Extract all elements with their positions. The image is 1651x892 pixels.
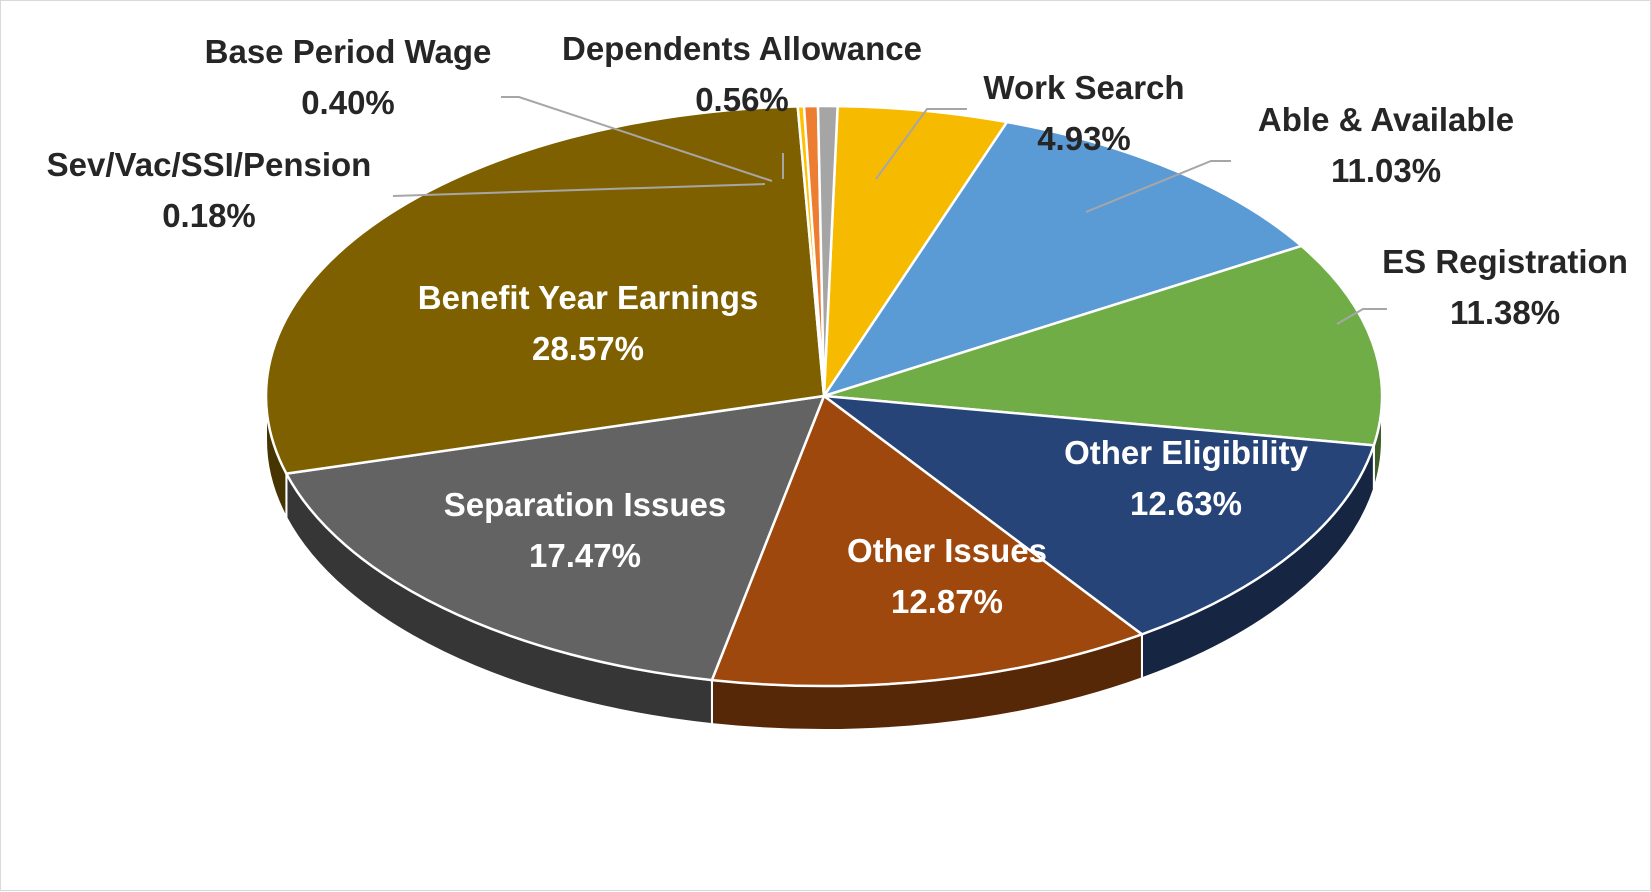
slice-able-available [820,120,1305,399]
label-name: Separation Issues [444,486,726,523]
label-name: Sev/Vac/SSI/Pension [47,146,372,183]
label-percent: 4.93% [1037,120,1131,157]
label-name: ES Registration [1382,243,1628,280]
label-name: Able & Available [1258,101,1514,138]
leader-able-available [1085,160,1231,213]
label-name: Benefit Year Earnings [418,279,759,316]
label-other-issues: Other Issues 12.87% [847,532,1047,620]
leader-es-registration [1336,308,1387,325]
label-sev-vac-ssi-pension: Sev/Vac/SSI/Pension 0.18% [47,146,372,234]
label-name: Other Eligibility [1064,434,1309,471]
label-separation-issues: Separation Issues 17.47% [444,486,726,574]
label-percent: 0.18% [162,197,256,234]
slice-labels: Work Search 4.93% Able & Available 11.03% ES… [47,30,1628,620]
label-other-eligibility: Other Eligibility 12.63% [1064,434,1309,522]
slice-separation-issues [284,394,826,682]
label-name: Base Period Wage [205,33,492,70]
label-percent: 12.87% [891,583,1003,620]
pie-tops [264,104,1384,688]
slice-benefit-year-earnings [264,105,826,476]
leader-base-period-wage [501,96,773,182]
label-benefit-year-earnings: Benefit Year Earnings 28.57% [418,279,759,367]
label-percent: 11.38% [1450,294,1560,331]
slice-es-registration [823,244,1384,447]
label-percent: 11.03% [1331,152,1441,189]
label-name: Other Issues [847,532,1047,569]
leader-work-search [875,108,967,180]
slice-other-issues [710,394,1145,688]
label-work-search: Work Search 4.93% [983,69,1184,157]
label-percent: 0.56% [695,81,789,118]
label-es-registration: ES Registration 11.38% [1382,243,1628,331]
label-name: Work Search [983,69,1184,106]
label-percent: 17.47% [529,537,641,574]
label-base-period-wage: Base Period Wage 0.40% [205,33,492,121]
label-percent: 0.40% [301,84,395,121]
slice-dependents-allowance [816,104,839,397]
label-dependents-allowance: Dependents Allowance 0.56% [562,30,922,118]
leader-sev-vac-ssi-pension [392,183,766,197]
label-name: Dependents Allowance [562,30,922,67]
slice-work-search [822,104,1010,401]
label-able-available: Able & Available 11.03% [1258,101,1514,189]
label-percent: 28.57% [532,330,644,367]
label-percent: 12.63% [1130,485,1242,522]
leader-lines [392,96,1387,325]
slice-other-eligibility [819,394,1376,636]
